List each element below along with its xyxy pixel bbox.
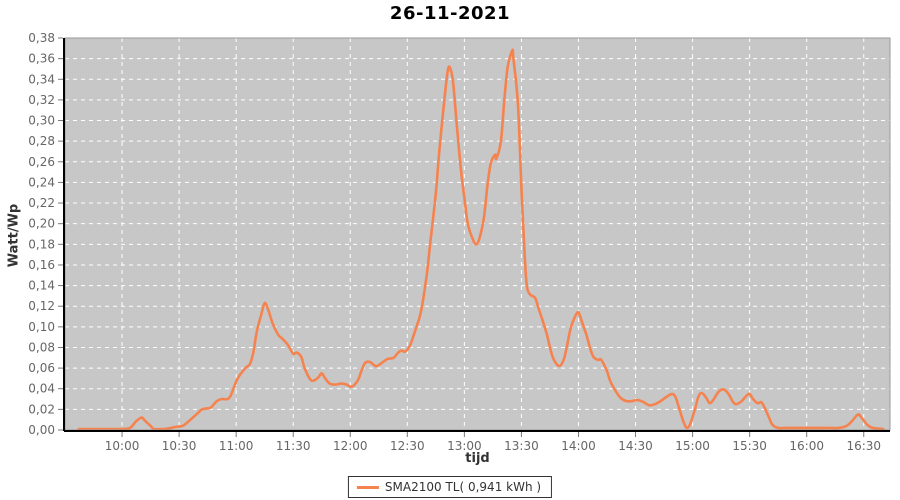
x-tick-label: 16:30 — [846, 439, 881, 453]
y-tick-label: 0,34 — [28, 72, 55, 86]
plot-background — [65, 38, 890, 430]
x-tick-label: 13:00 — [447, 439, 482, 453]
x-tick-label: 13:30 — [504, 439, 539, 453]
x-tick-label: 14:00 — [561, 439, 596, 453]
y-tick-label: 0,18 — [28, 237, 55, 251]
y-tick-label: 0,24 — [28, 175, 55, 189]
y-tick-label: 0,02 — [28, 402, 55, 416]
x-tick-label: 11:30 — [276, 439, 311, 453]
x-tick-label: 12:30 — [390, 439, 425, 453]
x-tick-label: 16:00 — [789, 439, 824, 453]
y-tick-label: 0,26 — [28, 155, 55, 169]
chart-title: 26-11-2021 — [389, 3, 511, 24]
x-tick-label: 12:00 — [333, 439, 368, 453]
y-tick-label: 0,10 — [28, 320, 55, 334]
y-tick-label: 0,36 — [28, 52, 55, 66]
y-tick-label: 0,22 — [28, 196, 55, 210]
legend-series-label: SMA2100 TL( 0,941 kWh ) — [384, 480, 542, 494]
y-tick-label: 0,00 — [28, 423, 55, 437]
y-tick-label: 0,16 — [28, 258, 55, 272]
y-axis-title: Watt/Wp — [6, 203, 22, 268]
y-tick-label: 0,08 — [28, 340, 55, 354]
x-tick-label: 10:00 — [105, 439, 140, 453]
y-tick-label: 0,20 — [28, 217, 55, 231]
y-tick-label: 0,06 — [28, 361, 55, 375]
x-axis-title: tijd — [465, 451, 490, 466]
x-tick-label: 15:30 — [732, 439, 767, 453]
y-tick-label: 0,12 — [28, 299, 55, 313]
x-tick-label: 14:30 — [618, 439, 653, 453]
x-tick-label: 11:00 — [219, 439, 254, 453]
x-tick-label: 15:00 — [675, 439, 710, 453]
series-line — [77, 48, 885, 431]
y-tick-label: 0,04 — [28, 382, 55, 396]
y-tick-label: 0,30 — [28, 114, 55, 128]
x-tick-label: 10:30 — [162, 439, 197, 453]
legend-box: SMA2100 TL( 0,941 kWh ) — [347, 476, 553, 498]
y-tick-label: 0,32 — [28, 93, 55, 107]
legend-series-swatch — [356, 485, 379, 489]
y-tick-label: 0,14 — [28, 279, 55, 293]
y-tick-label: 0,28 — [28, 134, 55, 148]
y-tick-label: 0,38 — [28, 31, 55, 45]
